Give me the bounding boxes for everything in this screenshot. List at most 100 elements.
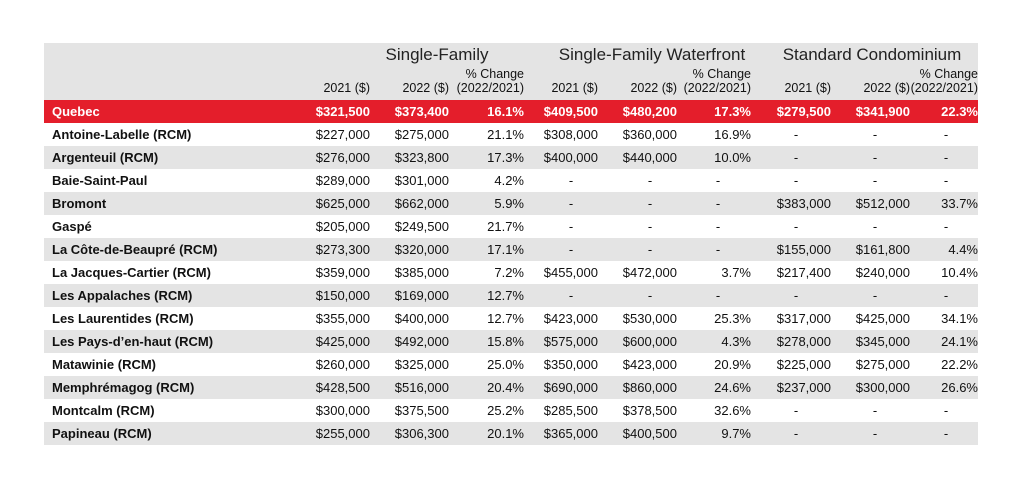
table-cell: $860,000 [622, 380, 677, 395]
table-cell: 10.4% [941, 265, 978, 280]
table-cell: - [943, 173, 949, 188]
subheader-y2022-g1: 2022 ($) [630, 81, 677, 95]
subheader-y2021-g1: 2021 ($) [551, 81, 598, 95]
table-cell: 17.3% [714, 104, 751, 119]
table-cell: $301,000 [394, 173, 449, 188]
table-cell: - [715, 173, 721, 188]
table-cell: $249,500 [394, 219, 449, 234]
table-cell: $360,000 [622, 127, 677, 142]
table-cell: 17.1% [487, 242, 524, 257]
table-cell: - [943, 127, 949, 142]
table-cell: $423,000 [543, 311, 598, 326]
table-row: Memphrémagog (RCM) $428,500 $516,000 20.4% $… [44, 376, 978, 399]
table-cell: $227,000 [315, 127, 370, 142]
table-cell: $225,000 [776, 357, 831, 372]
table-cell: $425,000 [315, 334, 370, 349]
table-cell: $345,000 [855, 334, 910, 349]
table-cell: $425,000 [855, 311, 910, 326]
table-cell: $341,900 [855, 104, 910, 119]
group-header-condominium: Standard Condominium [782, 45, 962, 64]
table-cell: $237,000 [776, 380, 831, 395]
table-cell: - [872, 127, 878, 142]
subheader-y2021-g0: 2021 ($) [323, 81, 370, 95]
subheader-change-g0-line2: (2022/2021) [456, 81, 524, 95]
table-cell: $400,000 [543, 150, 598, 165]
table-row: Bromont $625,000 $662,000 5.9% - - - $383,000 $5… [44, 192, 978, 215]
region-name: Les Pays-d’en-haut (RCM) [52, 334, 214, 349]
table-cell: - [943, 150, 949, 165]
table-cell: $285,500 [543, 403, 598, 418]
table-cell: 20.1% [487, 426, 524, 441]
table-cell: - [872, 288, 878, 303]
table-cell: 25.3% [714, 311, 751, 326]
table-cell: $306,300 [394, 426, 449, 441]
table-cell: 32.6% [714, 403, 751, 418]
region-name: Bromont [52, 196, 107, 211]
region-name: Baie-Saint-Paul [52, 173, 148, 188]
table-cell: 34.1% [941, 311, 978, 326]
table-cell: $317,000 [776, 311, 831, 326]
table-cell: - [568, 219, 574, 234]
region-name: Papineau (RCM) [52, 426, 152, 441]
table-cell: 24.1% [941, 334, 978, 349]
table-row: Antoine-Labelle (RCM) $227,000 $275,000 21.… [44, 123, 978, 146]
table-cell: - [793, 173, 799, 188]
region-name: Matawinie (RCM) [52, 357, 156, 372]
table-cell: $480,200 [622, 104, 677, 119]
region-name: Argenteuil (RCM) [52, 150, 159, 165]
table-row: La Jacques-Cartier (RCM) $359,000 $385,000… [44, 261, 978, 284]
table-cell: $359,000 [315, 265, 370, 280]
table-cell: 24.6% [714, 380, 751, 395]
table-cell: $260,000 [315, 357, 370, 372]
table-cell: $240,000 [855, 265, 910, 280]
region-name: La Jacques-Cartier (RCM) [52, 265, 211, 280]
table-cell: $355,000 [315, 311, 370, 326]
table-cell: $279,500 [776, 104, 831, 119]
table-cell: $289,000 [315, 173, 370, 188]
table-row: Les Appalaches (RCM) $150,000 $169,000 12.7… [44, 284, 978, 307]
subheader-change-g2-line2: (2022/2021) [910, 81, 978, 95]
table-cell: 25.0% [487, 357, 524, 372]
table-row: Les Pays-d’en-haut (RCM) $425,000 $492,000… [44, 330, 978, 353]
table-cell: $409,500 [543, 104, 598, 119]
table-cell: - [568, 173, 574, 188]
table-cell: - [793, 150, 799, 165]
table-cell: $375,500 [394, 403, 449, 418]
table-cell: - [568, 196, 574, 211]
table-cell: - [943, 219, 949, 234]
table-cell: 7.2% [494, 265, 524, 280]
table-cell: 4.2% [494, 173, 524, 188]
region-name: La Côte-de-Beaupré (RCM) [52, 242, 218, 257]
table-cell: 12.7% [487, 311, 524, 326]
table-cell: 22.3% [941, 104, 978, 119]
table-cell: $323,800 [394, 150, 449, 165]
table-cell: - [793, 219, 799, 234]
region-name: Gaspé [52, 219, 92, 234]
table-cell: 21.1% [487, 127, 524, 142]
table-cell: $373,400 [394, 104, 449, 119]
table-cell: - [793, 403, 799, 418]
table-cell: $385,000 [394, 265, 449, 280]
table-cell: - [647, 173, 653, 188]
table-cell: $321,500 [315, 104, 370, 119]
table-cell: - [647, 196, 653, 211]
table-row: Matawinie (RCM) $260,000 $325,000 25.0% $350… [44, 353, 978, 376]
table-cell: $273,300 [315, 242, 370, 257]
table-cell: $516,000 [394, 380, 449, 395]
table-row: Gaspé $205,000 $249,500 21.7% - - - - - - [44, 215, 978, 238]
table-cell: - [793, 127, 799, 142]
table-cell: $278,000 [776, 334, 831, 349]
table-cell: - [793, 288, 799, 303]
table-cell: $300,000 [315, 403, 370, 418]
table-cell: $161,800 [855, 242, 910, 257]
table-cell: $400,000 [394, 311, 449, 326]
table-row: Baie-Saint-Paul $289,000 $301,000 4.2% - - - - -… [44, 169, 978, 192]
table-cell: - [872, 219, 878, 234]
table-header: Single-Family Single-Family Waterfront S… [44, 43, 978, 100]
region-name: Les Appalaches (RCM) [52, 288, 193, 303]
table-row: Les Laurentides (RCM) $355,000 $400,000 12.… [44, 307, 978, 330]
table-cell: $690,000 [543, 380, 598, 395]
table-cell: 4.3% [721, 334, 751, 349]
table-cell: - [872, 173, 878, 188]
subheader-y2022-g2: 2022 ($) [863, 81, 910, 95]
